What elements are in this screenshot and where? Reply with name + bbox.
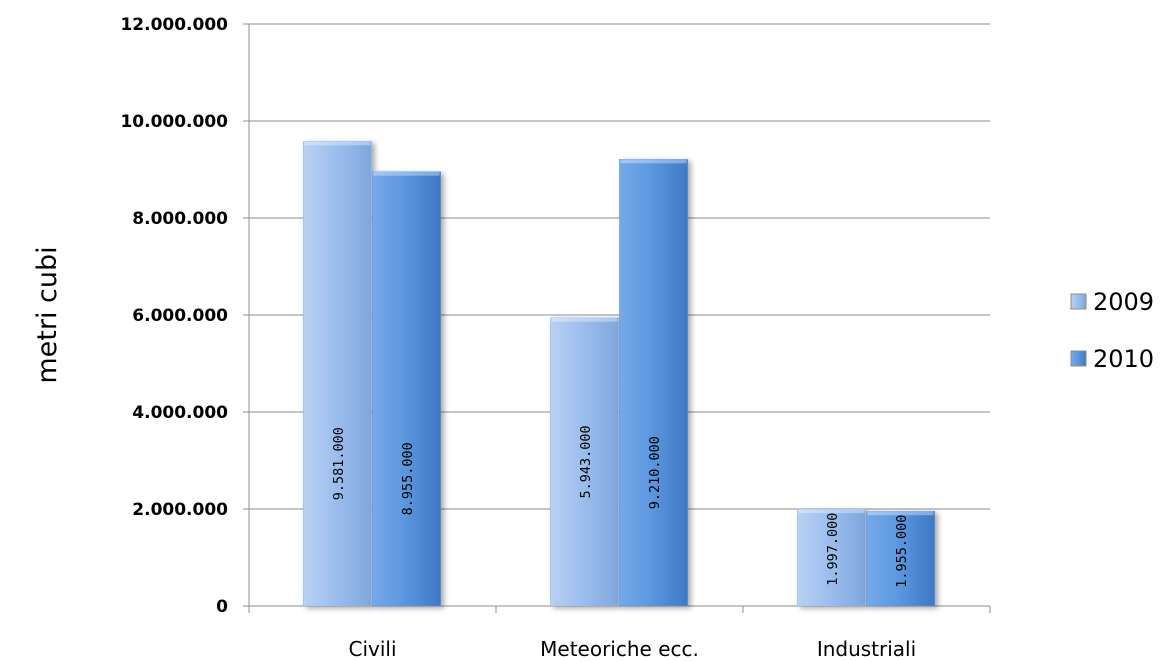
data-label: 9.581.000 (331, 427, 347, 500)
bar-2010-0 (372, 171, 441, 607)
bar-highlight (867, 511, 934, 516)
category-label: Meteoriche ecc. (540, 637, 699, 661)
data-label: 1.955.000 (894, 515, 910, 588)
bar-highlight (373, 171, 440, 176)
bars (303, 141, 935, 607)
y-axis-label: metri cubi (32, 246, 63, 383)
bar-highlight (304, 141, 371, 146)
y-tick-label: 0 (216, 597, 228, 617)
bar-highlight (798, 509, 865, 514)
bar-2009-2 (797, 508, 866, 607)
legend-swatch (1070, 293, 1087, 310)
legend-label: 2009 (1093, 288, 1154, 316)
data-label: 5.943.000 (578, 425, 594, 498)
legend-swatch (1070, 350, 1087, 367)
category-label: Civili (348, 637, 396, 661)
data-labels: 9.581.000 8.955.000 5.943.000 9.210.000 1.99… (331, 425, 910, 587)
axes: 0 2.000.000 4.000.000 6.000.000 8.000.000 10.… (120, 15, 991, 617)
bar-2010-1 (619, 159, 688, 607)
y-tick-label: 12.000.000 (120, 15, 228, 35)
bar-2010-2 (866, 510, 935, 607)
data-label: 1.997.000 (825, 513, 841, 586)
bar-highlight (620, 159, 687, 164)
bar-2009-1 (550, 317, 619, 607)
y-tick-label: 4.000.000 (132, 403, 228, 423)
legend-label: 2010 (1093, 345, 1154, 373)
y-tick-label: 2.000.000 (132, 500, 228, 520)
data-label: 8.955.000 (400, 442, 416, 515)
bar-2009-0 (303, 141, 372, 607)
category-label: Industriali (817, 637, 916, 661)
category-labels: Civili Meteoriche ecc. Industriali (348, 637, 916, 661)
y-tick-label: 8.000.000 (132, 209, 228, 229)
data-label: 9.210.000 (647, 436, 663, 509)
y-tick-label: 10.000.000 (120, 112, 228, 132)
y-tick-label: 6.000.000 (132, 306, 228, 326)
legend: 2009 2010 (1070, 288, 1154, 373)
bar-highlight (551, 317, 618, 322)
